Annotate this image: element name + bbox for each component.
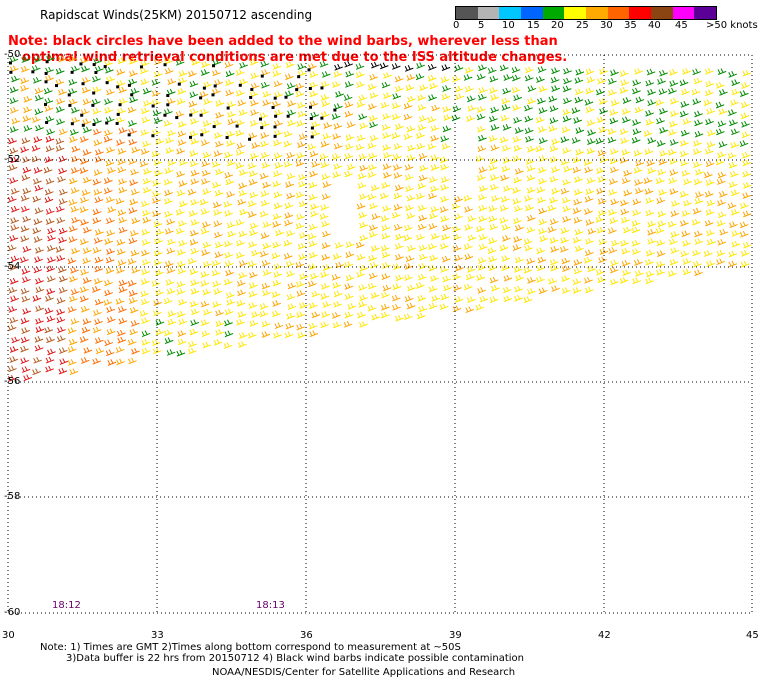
color-swatch bbox=[586, 7, 608, 19]
wind-barbs-layer bbox=[7, 55, 752, 382]
color-swatch bbox=[499, 7, 522, 19]
color-scale-label: 40 bbox=[648, 20, 661, 31]
longitude-label: 36 bbox=[300, 630, 313, 641]
latitude-label: -52 bbox=[4, 154, 21, 165]
footnote-credit: NOAA/NESDIS/Center for Satellite Applica… bbox=[212, 667, 516, 678]
color-swatch bbox=[694, 7, 717, 19]
latitude-label: -58 bbox=[4, 491, 21, 502]
time-label-2: 18:13 bbox=[256, 600, 285, 611]
longitude-label: 45 bbox=[746, 630, 759, 641]
time-label-1: 18:12 bbox=[52, 600, 81, 611]
color-swatch bbox=[672, 7, 695, 19]
map-grid bbox=[7, 54, 753, 614]
color-swatch bbox=[521, 7, 543, 19]
latitude-label: -50 bbox=[4, 49, 21, 60]
longitude-label: 30 bbox=[2, 630, 15, 641]
footnote-line-2: 3)Data buffer is 22 hrs from 20150712 4)… bbox=[66, 653, 524, 664]
color-scale-label: 45 bbox=[675, 20, 688, 31]
color-scale-label: 30 bbox=[600, 20, 613, 31]
map-frame bbox=[7, 54, 753, 614]
latitude-label: -60 bbox=[4, 607, 21, 618]
note-line-1: Note: black circles have been added to t… bbox=[8, 34, 558, 49]
color-swatch bbox=[477, 7, 500, 19]
color-swatch bbox=[607, 7, 630, 19]
color-scale-label: 35 bbox=[624, 20, 637, 31]
color-swatch bbox=[456, 7, 478, 19]
color-scale-label: 20 bbox=[551, 20, 564, 31]
color-scale-label: 5 bbox=[478, 20, 485, 31]
longitude-label: 39 bbox=[449, 630, 462, 641]
color-swatch bbox=[564, 7, 587, 19]
footnote-line-1: Note: 1) Times are GMT 2)Times along bot… bbox=[40, 642, 461, 653]
color-scale-label: >50 knots bbox=[706, 20, 758, 31]
color-scale-label: 10 bbox=[502, 20, 515, 31]
color-scale-label: 15 bbox=[527, 20, 540, 31]
color-swatch bbox=[651, 7, 673, 19]
longitude-label: 33 bbox=[151, 630, 164, 641]
color-scale-label: 0 bbox=[453, 20, 460, 31]
map-title: Rapidscat Winds(25KM) 20150712 ascending bbox=[40, 8, 313, 22]
color-swatch bbox=[629, 7, 652, 19]
color-scale-bar bbox=[455, 6, 717, 20]
latitude-label: -54 bbox=[4, 261, 21, 272]
longitude-label: 42 bbox=[598, 630, 611, 641]
latitude-label: -56 bbox=[4, 376, 21, 387]
color-scale-label: 25 bbox=[576, 20, 589, 31]
color-swatch bbox=[542, 7, 565, 19]
